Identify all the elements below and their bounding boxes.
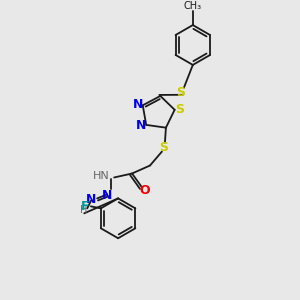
Text: HN: HN xyxy=(92,172,109,182)
Text: N: N xyxy=(86,193,96,206)
Text: CH₃: CH₃ xyxy=(184,1,202,11)
Text: S: S xyxy=(159,141,168,154)
Text: S: S xyxy=(175,103,184,116)
Text: S: S xyxy=(176,86,185,99)
Text: H: H xyxy=(80,206,87,215)
Text: N: N xyxy=(133,98,143,111)
Text: N: N xyxy=(102,189,112,202)
Text: F: F xyxy=(81,200,89,213)
Text: N: N xyxy=(136,119,146,132)
Text: O: O xyxy=(140,184,150,197)
